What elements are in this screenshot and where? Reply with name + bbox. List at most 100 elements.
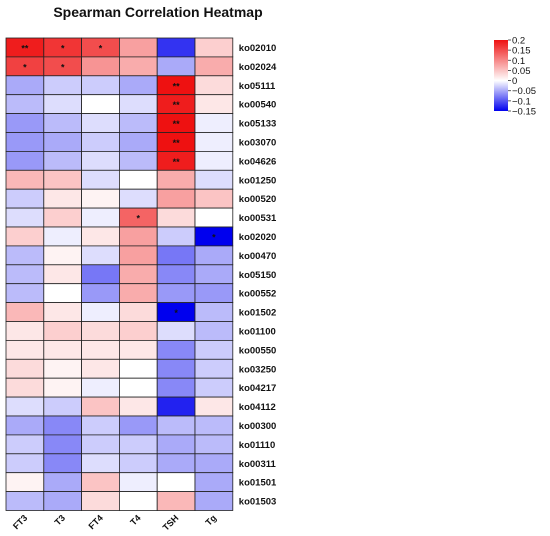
heatmap-cell xyxy=(81,434,120,455)
heatmap-cell xyxy=(43,321,82,341)
heatmap-cell xyxy=(156,491,196,511)
heatmap-cell xyxy=(81,453,120,474)
heatmap-cell xyxy=(119,283,158,304)
heatmap-cell xyxy=(81,321,120,341)
row-label: ko00550 xyxy=(239,345,277,356)
heatmap-cell xyxy=(156,169,196,190)
heatmap-cell xyxy=(119,56,158,77)
chart-title: Spearman Correlation Heatmap xyxy=(53,4,262,20)
heatmap-cell xyxy=(156,245,196,266)
heatmap-cell xyxy=(43,358,82,379)
heatmap-cell xyxy=(194,415,234,436)
heatmap-cell xyxy=(81,56,120,77)
significance-mark: ** xyxy=(173,100,181,110)
heatmap-cell xyxy=(119,264,158,285)
row-label: ko00540 xyxy=(239,100,277,111)
row-labels: ko02010 ko02024 ko05111 ko00540 ko05133 ko030… xyxy=(239,43,277,508)
column-label: Tg xyxy=(203,513,218,528)
significance-mark: ** xyxy=(173,138,181,148)
heatmap-cell xyxy=(119,169,158,190)
heatmap-cell xyxy=(5,377,45,398)
heatmap-cell xyxy=(119,491,158,511)
heatmap-cell xyxy=(5,339,45,360)
heatmap-cell xyxy=(5,415,45,436)
heatmap-cell xyxy=(194,396,234,417)
column-labels: FT3 T3 FT4 T4 TSH Tg xyxy=(11,513,218,533)
heatmap-cell xyxy=(194,56,234,77)
heatmap-cell xyxy=(43,245,82,266)
column-label: T3 xyxy=(53,513,68,528)
heatmap-cell xyxy=(5,188,45,209)
heatmap-cell xyxy=(43,283,82,304)
heatmap-cell xyxy=(5,321,45,341)
heatmap-cell xyxy=(156,207,196,228)
legend-colorbar xyxy=(494,40,508,111)
row-label: ko04217 xyxy=(239,383,277,394)
heatmap-cell xyxy=(194,245,234,266)
significance-mark: ** xyxy=(173,157,181,167)
heatmap-cell xyxy=(119,377,158,398)
heatmap-cell xyxy=(5,264,45,285)
heatmap-cell xyxy=(81,415,120,436)
heatmap-cell xyxy=(119,434,158,455)
color-legend: 0.20.150.10.050−0.05−0.1−0.15 xyxy=(494,36,536,118)
heatmap-cell xyxy=(119,358,158,379)
legend-tick-label: 0.2 xyxy=(512,36,525,47)
heatmap-cell xyxy=(156,37,196,58)
heatmap-cell xyxy=(156,264,196,285)
heatmap-cell xyxy=(156,377,196,398)
heatmap-cell xyxy=(156,358,196,379)
heatmap-cell xyxy=(5,94,45,114)
column-label: FT3 xyxy=(11,513,29,531)
heatmap-cell xyxy=(194,491,234,511)
heatmap-cell xyxy=(81,491,120,511)
heatmap-cell xyxy=(156,321,196,341)
heatmap-cell xyxy=(43,434,82,455)
significance-mark: * xyxy=(99,43,103,53)
row-label: ko02020 xyxy=(239,232,277,243)
heatmap-cell xyxy=(156,453,196,474)
heatmap-cell xyxy=(81,94,120,114)
significance-mark: ** xyxy=(21,43,29,53)
heatmap-cell xyxy=(5,302,45,322)
row-label: ko00470 xyxy=(239,251,277,262)
heatmap-cell xyxy=(119,453,158,474)
heatmap-cell xyxy=(5,453,45,474)
heatmap-cell xyxy=(119,245,158,266)
significance-mark: ** xyxy=(173,119,181,129)
significance-mark: * xyxy=(23,62,27,72)
heatmap-cell xyxy=(194,264,234,285)
row-label: ko03250 xyxy=(239,364,277,375)
heatmap-cell xyxy=(81,132,120,152)
legend-tick-label: 0.05 xyxy=(512,66,531,77)
heatmap-cell xyxy=(119,132,158,152)
heatmap-cell xyxy=(194,453,234,474)
row-label: ko05150 xyxy=(239,270,277,281)
heatmap-cell xyxy=(194,207,234,228)
heatmap-cell xyxy=(81,377,120,398)
heatmap-cell xyxy=(119,415,158,436)
heatmap-cell xyxy=(81,264,120,285)
heatmap-cell xyxy=(156,434,196,455)
heatmap-cell xyxy=(81,472,120,493)
heatmap-cell xyxy=(156,396,196,417)
row-label: ko00311 xyxy=(239,459,277,470)
heatmap-cell xyxy=(43,75,82,96)
heatmap-cell xyxy=(194,132,234,152)
heatmap-cell xyxy=(5,491,45,511)
significance-marks: ** * ** ************** xyxy=(21,43,216,318)
heatmap-cell xyxy=(81,75,120,96)
heatmap-cell xyxy=(81,283,120,304)
heatmap-cell xyxy=(5,150,45,171)
heatmap-cell xyxy=(43,113,82,133)
legend-tick-label: 0.1 xyxy=(512,56,525,67)
significance-mark: * xyxy=(174,308,178,318)
heatmap-cell xyxy=(43,472,82,493)
heatmap-cell xyxy=(119,94,158,114)
row-label: ko00520 xyxy=(239,194,277,205)
heatmap-cell xyxy=(81,396,120,417)
heatmap-cell xyxy=(119,226,158,247)
heatmap-cell xyxy=(119,396,158,417)
significance-mark: * xyxy=(137,214,141,224)
heatmap-cell xyxy=(156,226,196,247)
